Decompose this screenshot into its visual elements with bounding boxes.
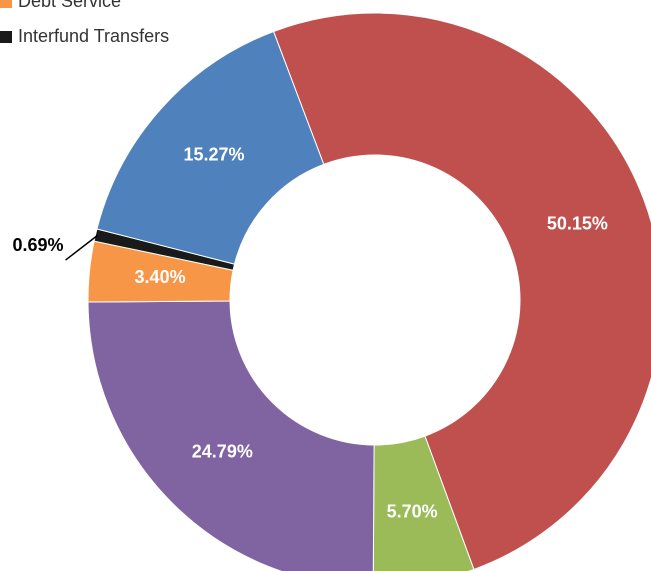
- legend-label: Interfund Transfers: [18, 26, 169, 46]
- legend-swatch: [0, 0, 12, 8]
- legend-label: Debt Service: [18, 0, 121, 11]
- slice: [372, 435, 475, 571]
- slice: [272, 12, 651, 571]
- data-label: 5.70%: [387, 502, 438, 522]
- leader-line: [65, 234, 98, 261]
- data-label: 15.27%: [183, 145, 244, 165]
- slice: [96, 30, 325, 265]
- data-label: 50.15%: [547, 213, 608, 233]
- legend-swatch: [0, 31, 12, 43]
- slice: [87, 300, 375, 571]
- data-label: 24.79%: [192, 442, 253, 462]
- data-label: 3.40%: [135, 267, 186, 287]
- data-label: 0.69%: [13, 235, 64, 255]
